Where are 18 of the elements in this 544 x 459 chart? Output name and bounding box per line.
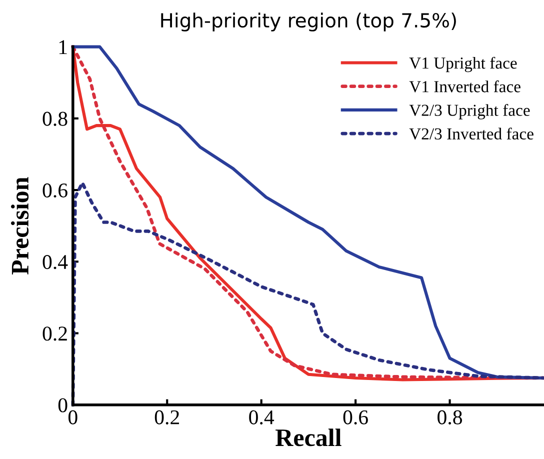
y-tick-label: 0.4: [42, 255, 68, 270]
x-tick-label: 0.6: [343, 410, 368, 424]
x-tick-label: 0.8: [438, 410, 462, 424]
x-tick-label: 0.4: [249, 410, 274, 424]
legend-label: V2/3 Upright face: [409, 104, 530, 120]
x-axis-title: Recall: [276, 428, 342, 446]
x-tick-label: 0.2: [154, 410, 179, 424]
y-tick-label: 0: [58, 398, 68, 412]
y-tick-label: 1: [59, 40, 67, 54]
chart-title: High-priority region (top 7.5%): [161, 12, 456, 32]
x-tick-label: 0: [68, 410, 78, 424]
y-tick-label: 0.8: [42, 112, 68, 126]
legend-label: V1 Inverted face: [409, 80, 520, 92]
legend-label: V2/3 Inverted face: [409, 128, 534, 140]
y-tick-label: 0.6: [42, 183, 68, 198]
y-axis-title: Precision: [10, 177, 29, 274]
legend-label: V1 Upright face: [409, 56, 517, 72]
y-tick-label: 0.2: [42, 326, 67, 341]
